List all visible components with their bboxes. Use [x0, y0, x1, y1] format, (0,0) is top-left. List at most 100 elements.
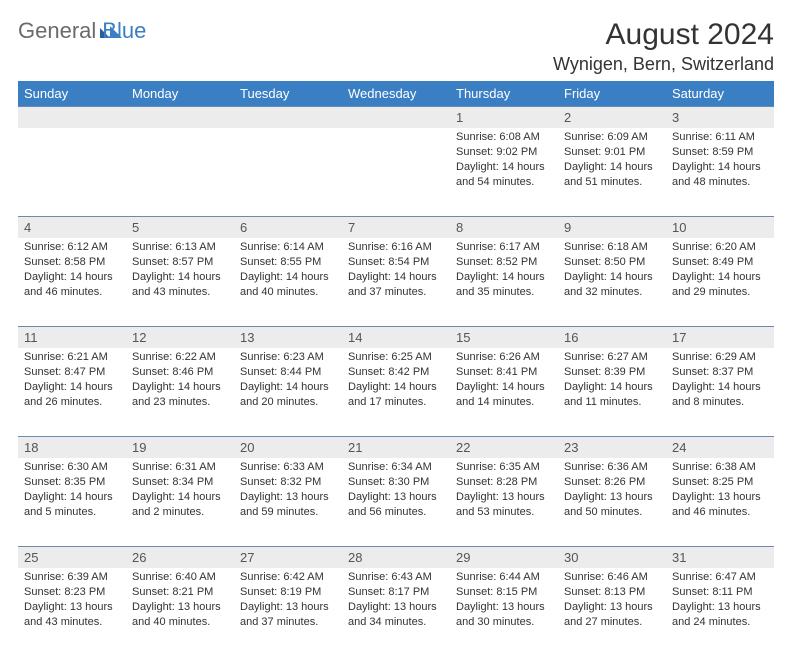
day-number-cell: 19 — [126, 436, 234, 458]
sunrise-text: Sunrise: 6:39 AM — [24, 570, 120, 585]
daylight-text: Daylight: 14 hours — [24, 490, 120, 505]
sunset-text: Sunset: 8:55 PM — [240, 255, 336, 270]
day-number-row: 45678910 — [18, 216, 774, 238]
day-number-cell: 5 — [126, 216, 234, 238]
day-detail-cell: Sunrise: 6:46 AMSunset: 8:13 PMDaylight:… — [558, 568, 666, 656]
day-number-cell: 18 — [18, 436, 126, 458]
sunset-text: Sunset: 8:50 PM — [564, 255, 660, 270]
day-number-cell: 31 — [666, 546, 774, 568]
sunset-text: Sunset: 8:19 PM — [240, 585, 336, 600]
day-number-cell — [342, 106, 450, 128]
daylight-text: Daylight: 14 hours — [132, 490, 228, 505]
day-detail-row: Sunrise: 6:08 AMSunset: 9:02 PMDaylight:… — [18, 128, 774, 216]
day-detail-cell: Sunrise: 6:47 AMSunset: 8:11 PMDaylight:… — [666, 568, 774, 656]
daylight-text: Daylight: 14 hours — [348, 270, 444, 285]
daylight-text: Daylight: 13 hours — [672, 490, 768, 505]
day-number-cell: 13 — [234, 326, 342, 348]
sunset-text: Sunset: 8:46 PM — [132, 365, 228, 380]
day-number-cell: 9 — [558, 216, 666, 238]
logo-text-1: General — [18, 18, 96, 44]
day-number-cell: 3 — [666, 106, 774, 128]
day-detail-cell: Sunrise: 6:17 AMSunset: 8:52 PMDaylight:… — [450, 238, 558, 326]
daylight-text: Daylight: 14 hours — [240, 380, 336, 395]
day-number-cell: 17 — [666, 326, 774, 348]
day-number-cell — [18, 106, 126, 128]
daylight-text: and 46 minutes. — [24, 285, 120, 300]
logo: General Blue — [18, 18, 146, 44]
daylight-text: and 23 minutes. — [132, 395, 228, 410]
daylight-text: Daylight: 13 hours — [132, 600, 228, 615]
day-number-cell: 8 — [450, 216, 558, 238]
sunrise-text: Sunrise: 6:38 AM — [672, 460, 768, 475]
sunset-text: Sunset: 8:49 PM — [672, 255, 768, 270]
sunset-text: Sunset: 8:37 PM — [672, 365, 768, 380]
sunrise-text: Sunrise: 6:17 AM — [456, 240, 552, 255]
daylight-text: and 29 minutes. — [672, 285, 768, 300]
daylight-text: Daylight: 14 hours — [456, 160, 552, 175]
daylight-text: Daylight: 14 hours — [672, 270, 768, 285]
sunset-text: Sunset: 9:02 PM — [456, 145, 552, 160]
daylight-text: and 11 minutes. — [564, 395, 660, 410]
sunset-text: Sunset: 8:23 PM — [24, 585, 120, 600]
sunrise-text: Sunrise: 6:27 AM — [564, 350, 660, 365]
daylight-text: Daylight: 13 hours — [240, 600, 336, 615]
daylight-text: Daylight: 14 hours — [348, 380, 444, 395]
sunrise-text: Sunrise: 6:18 AM — [564, 240, 660, 255]
day-number-cell: 28 — [342, 546, 450, 568]
weekday-header: Friday — [558, 81, 666, 106]
day-detail-cell: Sunrise: 6:31 AMSunset: 8:34 PMDaylight:… — [126, 458, 234, 546]
day-detail-row: Sunrise: 6:30 AMSunset: 8:35 PMDaylight:… — [18, 458, 774, 546]
sunrise-text: Sunrise: 6:31 AM — [132, 460, 228, 475]
day-detail-cell: Sunrise: 6:11 AMSunset: 8:59 PMDaylight:… — [666, 128, 774, 216]
day-number-cell — [126, 106, 234, 128]
day-detail-cell: Sunrise: 6:12 AMSunset: 8:58 PMDaylight:… — [18, 238, 126, 326]
day-detail-cell: Sunrise: 6:30 AMSunset: 8:35 PMDaylight:… — [18, 458, 126, 546]
daylight-text: Daylight: 14 hours — [564, 160, 660, 175]
sunrise-text: Sunrise: 6:09 AM — [564, 130, 660, 145]
day-detail-cell: Sunrise: 6:44 AMSunset: 8:15 PMDaylight:… — [450, 568, 558, 656]
day-detail-cell: Sunrise: 6:22 AMSunset: 8:46 PMDaylight:… — [126, 348, 234, 436]
day-number-cell: 24 — [666, 436, 774, 458]
daylight-text: and 34 minutes. — [348, 615, 444, 630]
day-number-cell: 10 — [666, 216, 774, 238]
day-detail-row: Sunrise: 6:39 AMSunset: 8:23 PM Daylight:… — [18, 568, 774, 656]
daylight-text: Daylight: 13 hours — [456, 600, 552, 615]
header: General Blue August 2024 Wynigen, Bern, … — [18, 18, 774, 75]
daylight-text: Daylight: 13 hours — [456, 490, 552, 505]
daylight-text: Daylight: 13 hours — [240, 490, 336, 505]
sunset-text: Sunset: 8:52 PM — [456, 255, 552, 270]
daylight-text: and 40 minutes. — [240, 285, 336, 300]
daylight-text: and 26 minutes. — [24, 395, 120, 410]
weekday-header: Thursday — [450, 81, 558, 106]
daylight-text: and 46 minutes. — [672, 505, 768, 520]
sunset-text: Sunset: 8:39 PM — [564, 365, 660, 380]
day-number-cell: 11 — [18, 326, 126, 348]
day-number-cell: 29 — [450, 546, 558, 568]
daylight-text: and 2 minutes. — [132, 505, 228, 520]
sunrise-text: Sunrise: 6:40 AM — [132, 570, 228, 585]
daylight-text: and 20 minutes. — [240, 395, 336, 410]
day-number-cell: 25 — [18, 546, 126, 568]
daylight-text: and 43 minutes. — [24, 615, 120, 630]
sunrise-text: Sunrise: 6:35 AM — [456, 460, 552, 475]
day-number-cell: 1 — [450, 106, 558, 128]
sunset-text: Sunset: 8:54 PM — [348, 255, 444, 270]
daylight-text: Daylight: 14 hours — [456, 380, 552, 395]
weekday-header: Sunday — [18, 81, 126, 106]
day-number-cell: 6 — [234, 216, 342, 238]
day-number-row: 123 — [18, 106, 774, 128]
daylight-text: Daylight: 14 hours — [240, 270, 336, 285]
daylight-text: Daylight: 14 hours — [564, 270, 660, 285]
sunrise-text: Sunrise: 6:14 AM — [240, 240, 336, 255]
day-detail-cell: Sunrise: 6:23 AMSunset: 8:44 PMDaylight:… — [234, 348, 342, 436]
weekday-header: Wednesday — [342, 81, 450, 106]
daylight-text: Daylight: 13 hours — [348, 600, 444, 615]
weekday-header-row: Sunday Monday Tuesday Wednesday Thursday… — [18, 81, 774, 106]
day-number-cell: 7 — [342, 216, 450, 238]
sunset-text: Sunset: 8:15 PM — [456, 585, 552, 600]
weekday-header: Saturday — [666, 81, 774, 106]
day-detail-cell: Sunrise: 6:36 AMSunset: 8:26 PMDaylight:… — [558, 458, 666, 546]
daylight-text: and 59 minutes. — [240, 505, 336, 520]
day-detail-cell: Sunrise: 6:29 AMSunset: 8:37 PMDaylight:… — [666, 348, 774, 436]
day-detail-cell: Sunrise: 6:35 AMSunset: 8:28 PMDaylight:… — [450, 458, 558, 546]
